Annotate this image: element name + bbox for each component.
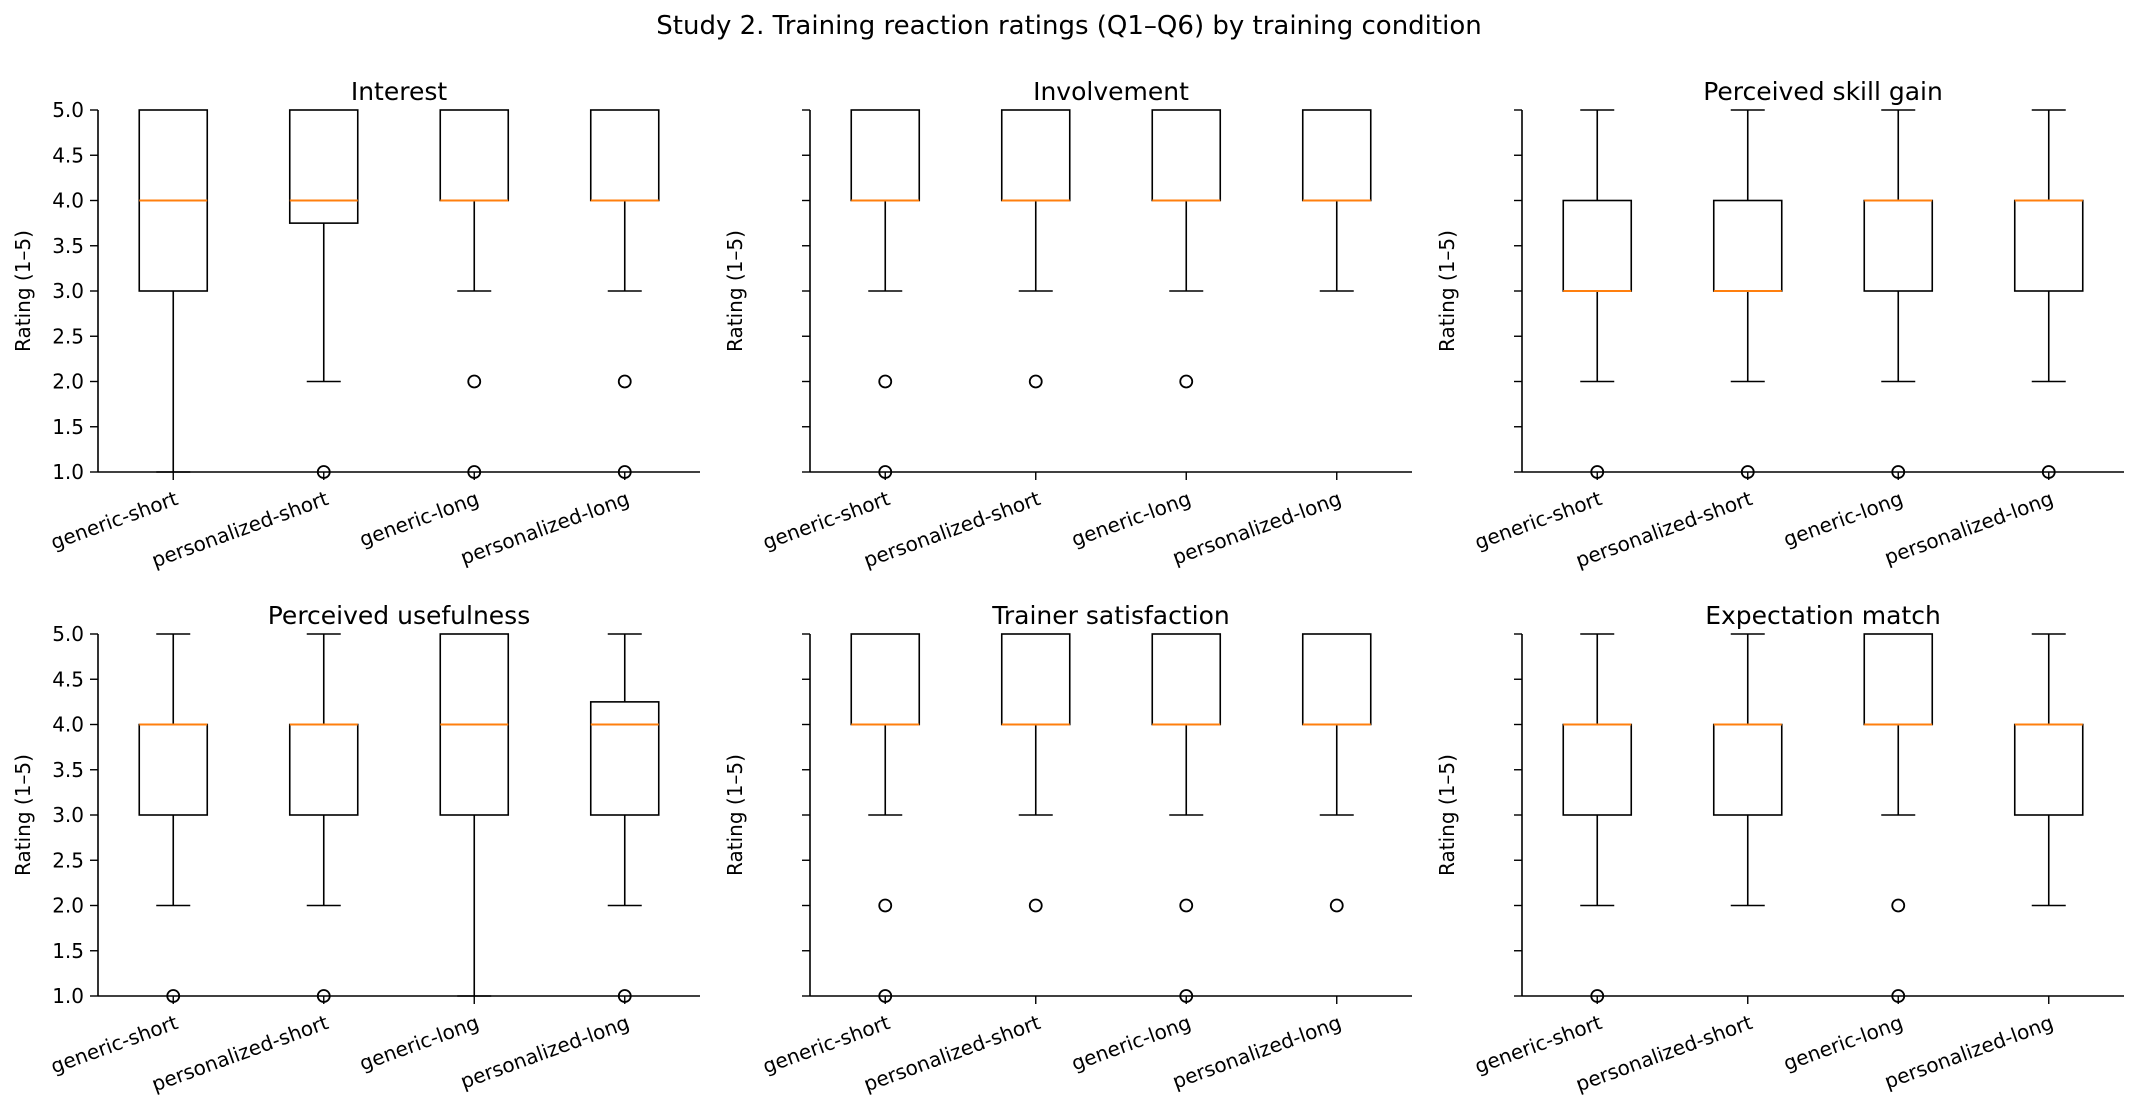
box-personalized-long <box>589 633 660 1003</box>
outlier-point <box>1329 898 1344 913</box>
y-tick-label: 1.0 <box>52 460 84 484</box>
y-axis-label: Rating (1–5) <box>1435 230 1459 352</box>
y-tick-label: 2.5 <box>52 848 84 872</box>
y-tick-label: 3.5 <box>52 758 84 782</box>
y-tick-label: 4.5 <box>52 667 84 691</box>
y-tick-label: 1.5 <box>52 415 84 439</box>
panel-title: Trainer satisfaction <box>991 601 1229 630</box>
iqr-box <box>288 109 359 224</box>
panel-title: Expectation match <box>1705 601 1941 630</box>
box-generic-short <box>138 633 209 1003</box>
y-tick-label: 5.0 <box>52 622 84 646</box>
panel-title: Perceived usefulness <box>268 601 530 630</box>
outlier-point <box>878 374 893 389</box>
figure-title: Study 2. Training reaction ratings (Q1–Q… <box>656 11 1481 41</box>
y-tick-label: 2.0 <box>52 894 84 918</box>
outlier-point <box>1179 898 1194 913</box>
box-personalized-short <box>1712 109 1783 479</box>
box-personalized-long <box>1301 109 1372 292</box>
iqr-box <box>589 701 660 816</box>
y-tick-label: 4.0 <box>52 713 84 737</box>
y-axis-label: Rating (1–5) <box>11 230 35 352</box>
panel-title: Perceived skill gain <box>1703 77 1943 106</box>
outlier-point <box>1028 898 1043 913</box>
box-generic-short <box>850 109 921 479</box>
box-personalized-short <box>1712 633 1783 907</box>
y-tick-label: 5.0 <box>52 98 84 122</box>
outlier-point <box>1028 374 1043 389</box>
box-personalized-short <box>1000 633 1071 913</box>
box-personalized-long <box>2013 633 2084 907</box>
y-tick-label: 3.0 <box>52 279 84 303</box>
outlier-point <box>1179 374 1194 389</box>
box-generic-long <box>439 109 510 479</box>
box-generic-long <box>1151 633 1222 1003</box>
box-generic-short <box>850 633 921 1003</box>
y-tick-label: 1.5 <box>52 939 84 963</box>
y-axis-label: Rating (1–5) <box>1435 754 1459 876</box>
box-generic-long <box>439 633 510 997</box>
box-generic-short <box>1562 109 1633 479</box>
y-axis-label: Rating (1–5) <box>723 230 747 352</box>
box-personalized-long <box>2013 109 2084 479</box>
box-generic-short <box>138 109 209 473</box>
y-tick-label: 3.0 <box>52 803 84 827</box>
box-personalized-short <box>1000 109 1071 389</box>
box-generic-long <box>1151 109 1222 389</box>
outlier-point <box>1891 898 1906 913</box>
box-generic-short <box>1562 633 1633 1003</box>
y-tick-label: 3.5 <box>52 234 84 258</box>
box-personalized-long <box>589 109 660 479</box>
y-tick-label: 2.5 <box>52 324 84 348</box>
y-tick-label: 1.0 <box>52 984 84 1008</box>
y-tick-label: 2.0 <box>52 370 84 394</box>
outlier-point <box>617 374 632 389</box>
box-personalized-short <box>288 109 359 479</box>
panel-title: Interest <box>351 77 448 106</box>
y-axis-label: Rating (1–5) <box>11 754 35 876</box>
box-generic-long <box>1863 109 1934 479</box>
panel-title: Involvement <box>1033 77 1189 106</box>
outlier-point <box>467 374 482 389</box>
box-personalized-long <box>1301 633 1372 913</box>
y-tick-label: 4.5 <box>52 143 84 167</box>
outlier-point <box>878 898 893 913</box>
y-axis-label: Rating (1–5) <box>723 754 747 876</box>
box-generic-long <box>1863 633 1934 1003</box>
y-tick-label: 4.0 <box>52 189 84 213</box>
box-personalized-short <box>288 633 359 1003</box>
